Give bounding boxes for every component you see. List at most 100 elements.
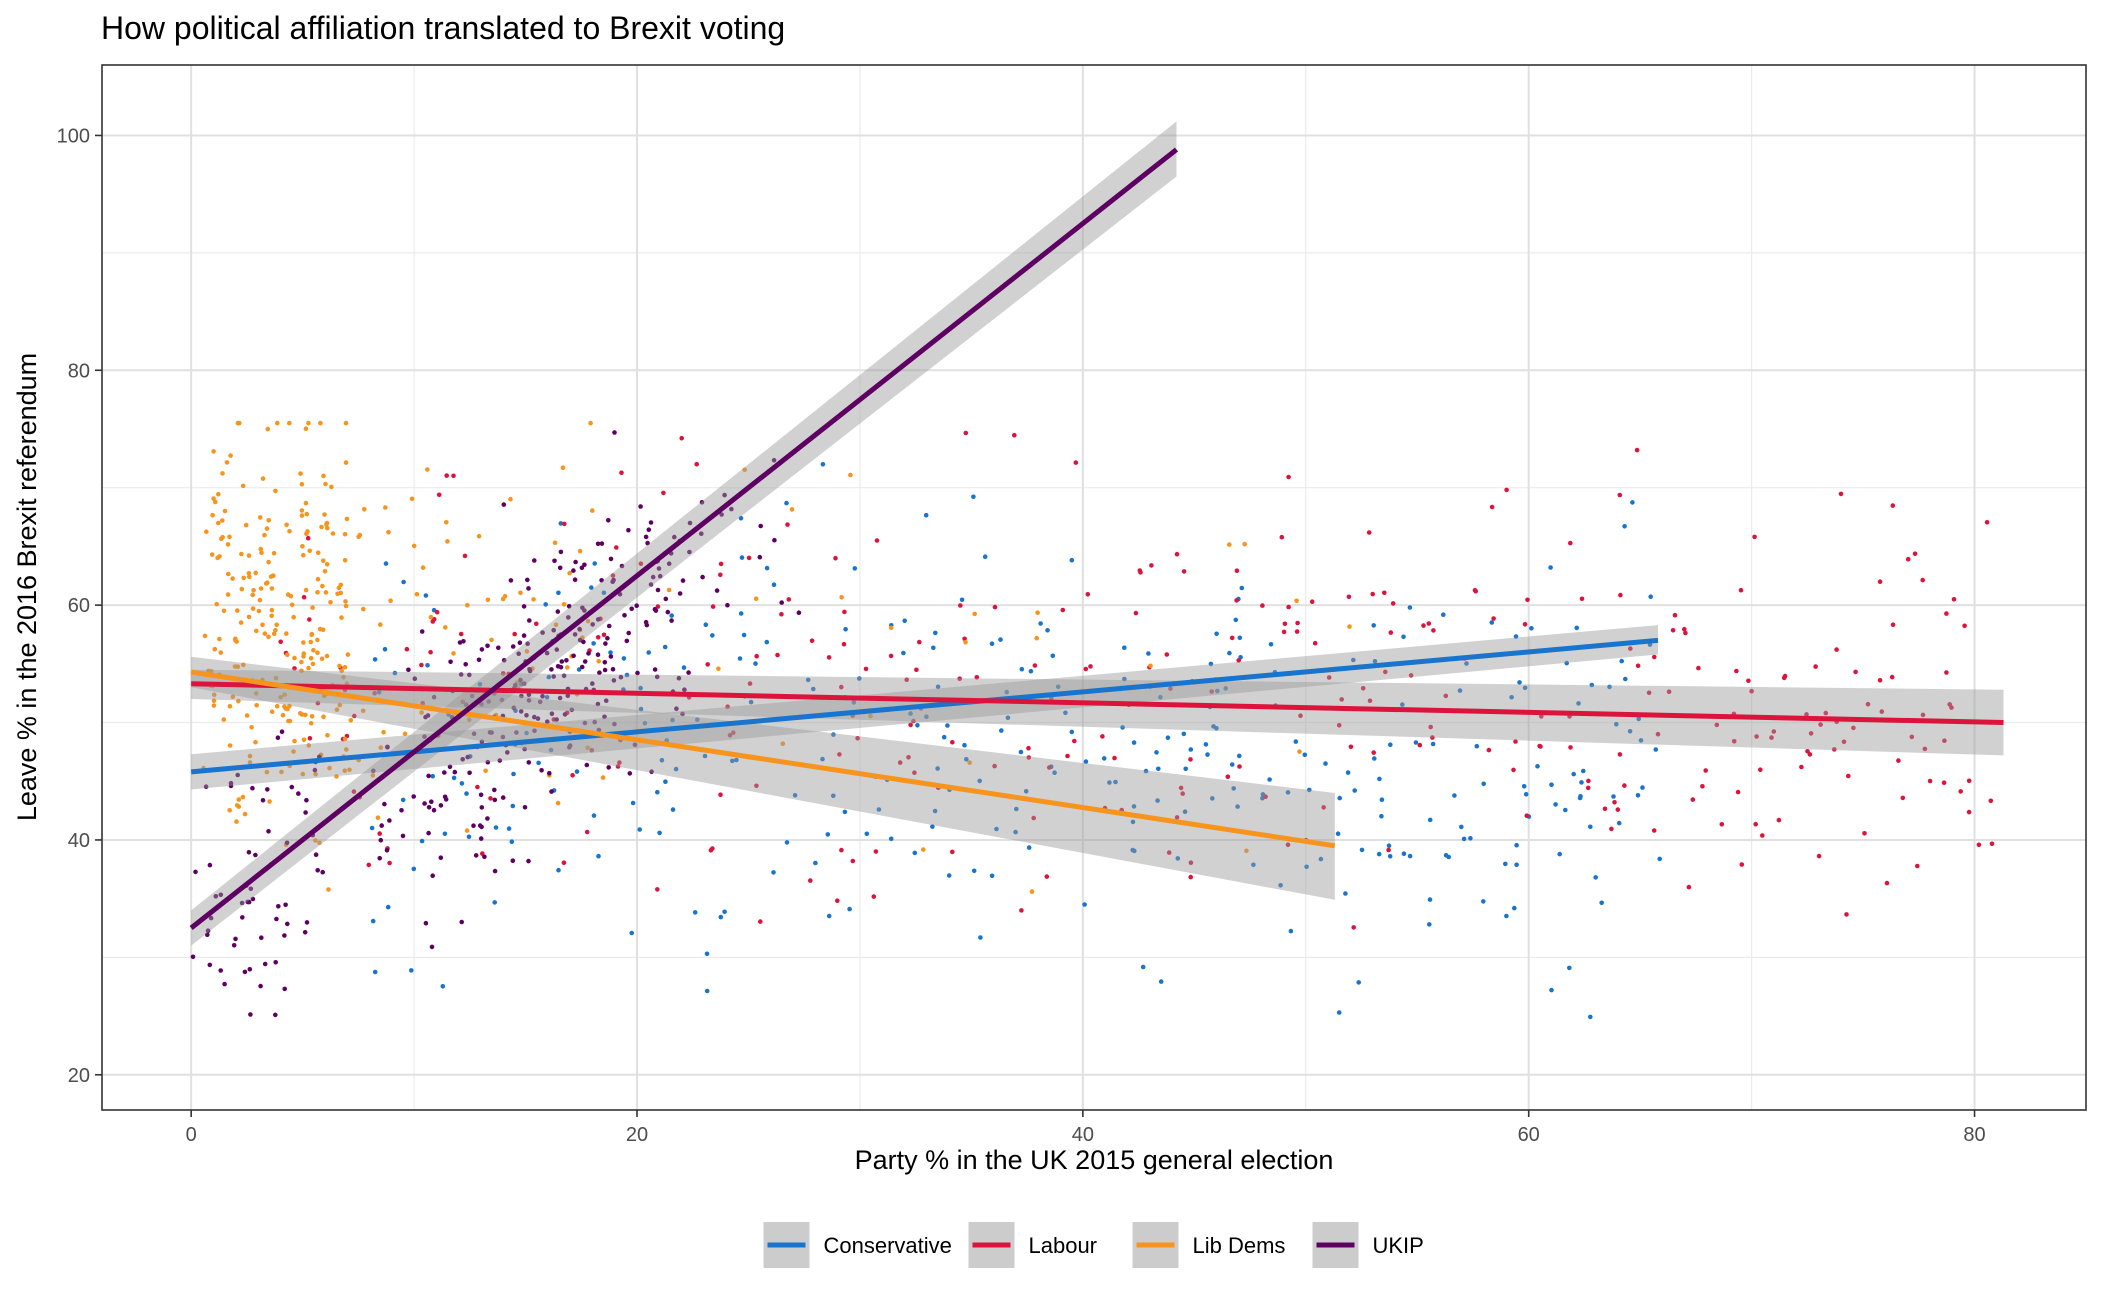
point-ukip — [240, 915, 245, 920]
point-labour — [1513, 739, 1518, 744]
point-conservative — [1323, 761, 1328, 766]
legend-label: Conservative — [824, 1233, 952, 1258]
point-conservative — [912, 850, 918, 856]
point-labour — [679, 435, 684, 441]
point-labour — [1818, 722, 1823, 727]
point-labour — [420, 700, 426, 706]
x-axis-title: Party % in the UK 2015 general election — [855, 1145, 1334, 1175]
point-labour — [1298, 713, 1303, 718]
point-labour — [1941, 780, 1947, 785]
point-labour — [638, 561, 644, 566]
point-lib-dems — [246, 614, 252, 620]
point-conservative — [1563, 807, 1568, 813]
point-labour — [1813, 664, 1818, 669]
point-conservative — [994, 826, 999, 832]
point-labour — [1408, 673, 1414, 678]
trend-lines — [189, 147, 2004, 930]
point-ukip — [626, 527, 631, 533]
point-conservative — [662, 644, 668, 650]
point-labour — [1351, 925, 1356, 930]
point-lib-dems — [561, 602, 567, 607]
point-ukip — [602, 660, 608, 665]
point-ukip — [467, 770, 472, 776]
point-conservative — [805, 677, 811, 683]
point-labour — [366, 862, 372, 868]
point-labour — [1286, 474, 1291, 480]
point-ukip — [564, 658, 569, 663]
point-labour — [746, 555, 752, 561]
point-lib-dems — [274, 703, 280, 709]
point-lib-dems — [338, 590, 344, 596]
point-conservative — [1183, 766, 1188, 772]
point-conservative — [1028, 668, 1034, 674]
point-ukip — [652, 667, 658, 672]
point-ukip — [479, 702, 484, 707]
point-lib-dems — [343, 460, 349, 465]
point-ukip — [429, 799, 434, 804]
point-labour — [434, 609, 440, 615]
point-lib-dems — [553, 622, 559, 628]
point-lib-dems — [253, 628, 259, 634]
point-lib-dems — [1297, 749, 1302, 754]
point-ukip — [650, 574, 656, 580]
point-ukip — [714, 588, 720, 593]
point-conservative — [621, 656, 627, 661]
point-conservative — [1267, 777, 1272, 782]
point-ukip — [597, 670, 602, 675]
point-conservative — [1457, 688, 1463, 693]
point-labour — [1804, 712, 1809, 717]
point-conservative — [1427, 922, 1432, 927]
point-conservative — [1427, 817, 1433, 823]
point-lib-dems — [246, 553, 252, 558]
point-ukip — [207, 962, 213, 968]
point-ukip — [596, 727, 602, 733]
point-labour — [718, 561, 724, 567]
point-lib-dems — [411, 543, 417, 549]
point-conservative — [1407, 605, 1413, 610]
point-labour — [488, 796, 493, 801]
point-conservative — [831, 732, 836, 737]
point-lib-dems — [409, 496, 415, 502]
point-labour — [617, 760, 622, 765]
point-labour — [444, 473, 450, 478]
point-lib-dems — [324, 520, 330, 526]
point-labour — [1326, 675, 1332, 680]
point-labour — [1486, 747, 1492, 753]
point-labour — [1758, 767, 1763, 772]
point-lib-dems — [247, 760, 253, 765]
point-conservative — [419, 838, 425, 844]
point-ukip — [485, 759, 491, 765]
point-ukip — [595, 652, 601, 657]
point-labour — [1168, 686, 1173, 691]
point-labour — [1539, 714, 1544, 719]
point-lib-dems — [213, 499, 218, 505]
point-conservative — [1640, 785, 1645, 790]
point-labour — [1962, 623, 1967, 629]
point-labour — [863, 666, 869, 672]
point-labour — [1281, 629, 1287, 635]
point-ukip — [419, 629, 425, 634]
point-labour — [1174, 815, 1180, 820]
point-conservative — [576, 667, 582, 672]
point-lib-dems — [1029, 889, 1035, 894]
point-conservative — [1461, 836, 1467, 842]
point-ukip — [429, 944, 435, 950]
legend-item-conservative: Conservative — [763, 1222, 952, 1268]
point-lib-dems — [345, 652, 351, 657]
point-lib-dems — [342, 531, 348, 537]
point-conservative — [888, 836, 894, 842]
point-labour — [747, 681, 753, 686]
point-labour — [661, 490, 666, 496]
point-conservative — [1593, 875, 1598, 880]
point-conservative — [536, 760, 541, 766]
point-conservative — [451, 775, 457, 781]
point-ukip — [447, 764, 453, 770]
point-conservative — [509, 839, 515, 844]
point-lib-dems — [305, 529, 310, 534]
point-labour — [1285, 842, 1291, 848]
point-conservative — [1523, 792, 1529, 797]
point-conservative — [1101, 756, 1107, 761]
point-labour — [871, 894, 877, 899]
point-lib-dems — [334, 774, 339, 779]
point-lib-dems — [275, 420, 280, 426]
